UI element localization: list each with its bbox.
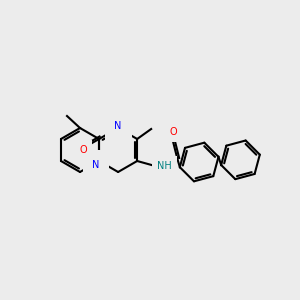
- Text: NH: NH: [157, 161, 172, 171]
- Text: O: O: [169, 127, 177, 137]
- Text: N: N: [114, 121, 122, 131]
- Text: O: O: [79, 145, 87, 155]
- Text: N: N: [92, 160, 100, 170]
